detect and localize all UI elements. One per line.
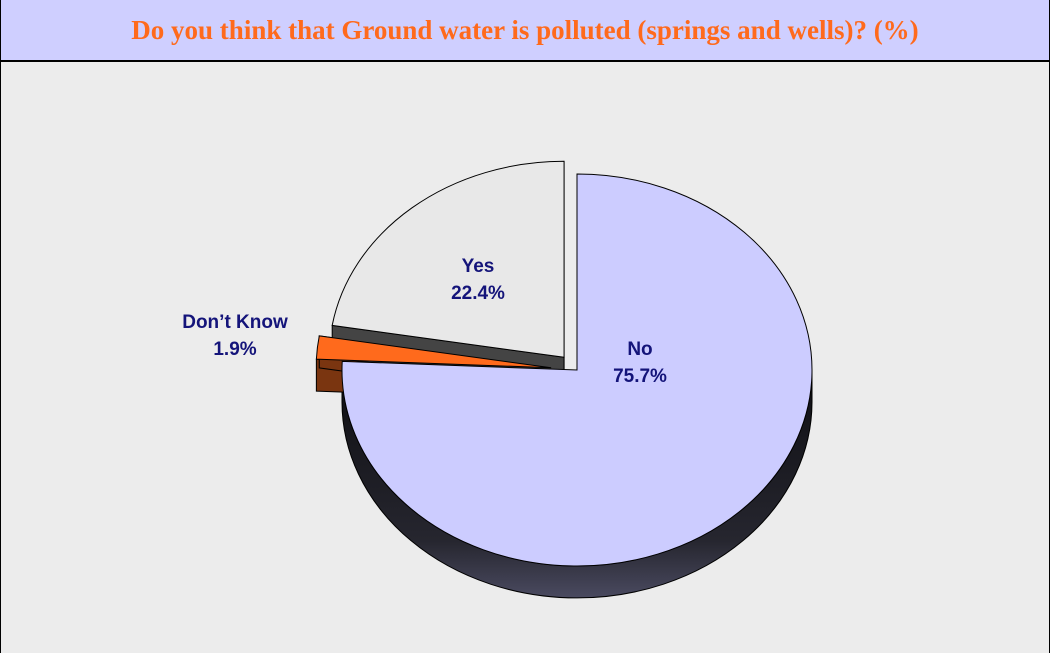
pie-slice-yes	[331, 160, 565, 358]
pie-slice-don-t-know	[315, 335, 552, 369]
pie-slices-group	[315, 160, 813, 599]
slice-value-don-t-know: 1.9%	[213, 339, 256, 360]
slice-label-no: No	[627, 339, 652, 360]
slice-value-no: 75.7%	[613, 366, 667, 387]
slice-label-yes: Yes	[462, 256, 495, 277]
chart-title-bar: Do you think that Ground water is pollut…	[1, 0, 1049, 62]
slice-value-yes: 22.4%	[451, 283, 505, 304]
pie-labels-group: No 75.7% Don’t Know 1.9% Yes 22.4%	[182, 256, 667, 387]
pie-slice-no	[341, 173, 813, 567]
slice-label-don-t-know: Don’t Know	[182, 312, 288, 333]
chart-title: Do you think that Ground water is pollut…	[131, 14, 919, 45]
